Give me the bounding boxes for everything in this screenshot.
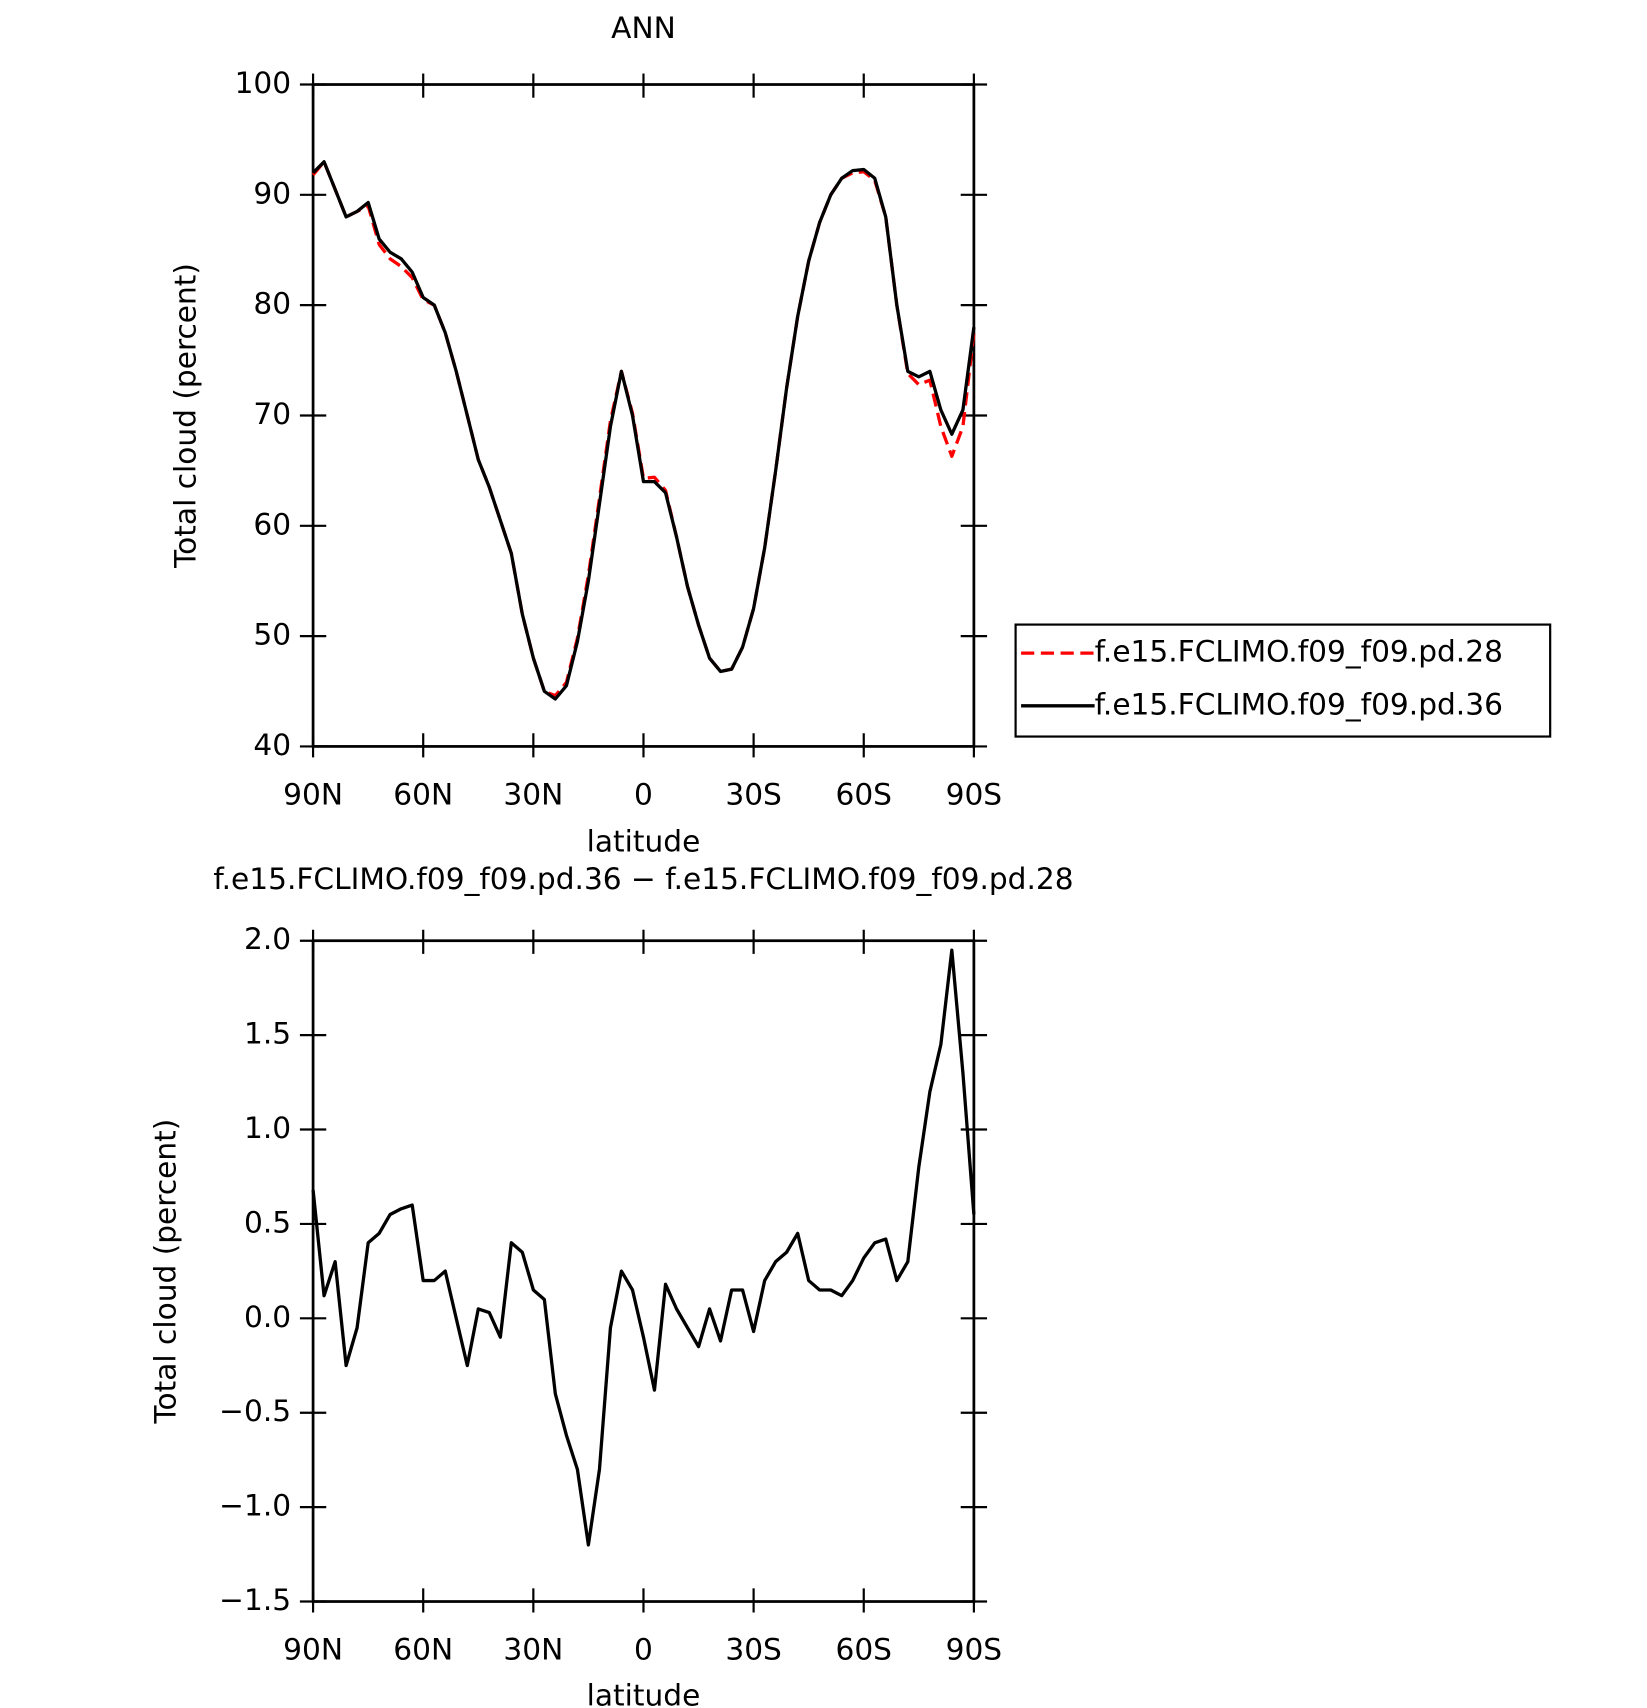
y-tick-label: 1.0 — [244, 1110, 291, 1145]
legend-label: f.e15.FCLIMO.f09_f09.pd.28 — [1095, 634, 1503, 669]
x-tick-label: 60S — [835, 1631, 892, 1666]
x-tick-label: 90N — [283, 776, 343, 811]
data-line — [311, 160, 976, 698]
plot-frame — [311, 83, 976, 748]
x-tick-label: 60N — [393, 776, 453, 811]
y-tick-label: −0.5 — [219, 1393, 291, 1428]
x-tick-label: 60S — [835, 776, 892, 811]
y-tick-label: 0.0 — [244, 1299, 291, 1334]
y-tick-label: 60 — [253, 506, 291, 541]
y-axis-label: Total cloud (percent) — [148, 1119, 183, 1425]
chart-title: f.e15.FCLIMO.f09_f09.pd.36 − f.e15.FCLIM… — [213, 861, 1073, 896]
data-line — [311, 160, 976, 701]
y-tick-label: 0.5 — [244, 1204, 291, 1239]
y-tick-label: 80 — [253, 286, 291, 321]
legend-label: f.e15.FCLIMO.f09_f09.pd.36 — [1095, 686, 1503, 721]
x-tick-label: 0 — [634, 1631, 653, 1666]
y-tick-label: −1.0 — [219, 1488, 291, 1523]
y-axis-label: Total cloud (percent) — [167, 263, 202, 569]
x-axis-label: latitude — [587, 824, 701, 859]
y-tick-label: 100 — [235, 65, 292, 100]
y-tick-label: 1.5 — [244, 1016, 291, 1051]
x-tick-label: 60N — [393, 1631, 453, 1666]
x-tick-label: 30N — [503, 776, 563, 811]
x-tick-label: 30N — [503, 1631, 563, 1666]
y-tick-label: 40 — [253, 727, 291, 762]
y-tick-label: 70 — [253, 396, 291, 431]
y-tick-label: 90 — [253, 175, 291, 210]
plot-frame — [311, 939, 976, 1603]
x-tick-label: 90S — [946, 776, 1003, 811]
data-line — [311, 948, 976, 1547]
y-tick-label: −1.5 — [219, 1582, 291, 1617]
x-tick-label: 30S — [725, 776, 782, 811]
x-tick-label: 90N — [283, 1631, 343, 1666]
legend-box — [1014, 623, 1552, 738]
x-tick-label: 0 — [634, 776, 653, 811]
y-tick-label: 2.0 — [244, 921, 291, 956]
x-axis-label: latitude — [587, 1678, 701, 1708]
y-tick-label: 50 — [253, 617, 291, 652]
x-tick-label: 90S — [946, 1631, 1003, 1666]
x-tick-label: 30S — [725, 1631, 782, 1666]
chart-title: ANN — [611, 10, 676, 45]
